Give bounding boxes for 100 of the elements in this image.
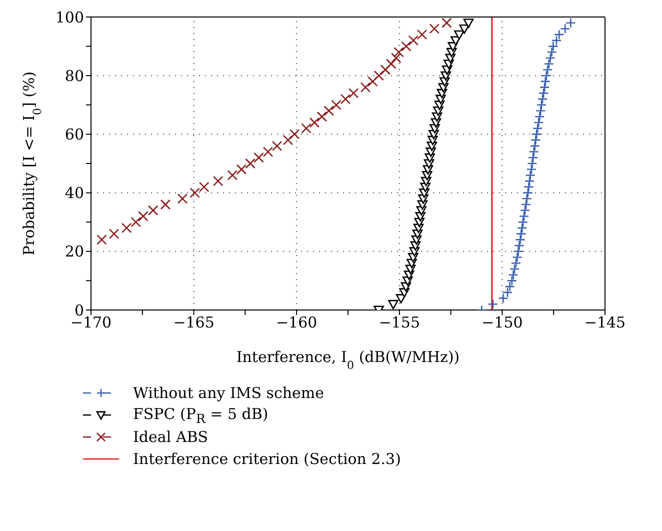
point — [316, 111, 328, 122]
y-tick-label: 60 — [64, 126, 84, 144]
point — [524, 176, 535, 186]
point — [560, 24, 570, 34]
point — [198, 182, 210, 192]
point — [386, 58, 396, 70]
point — [539, 82, 550, 92]
point — [148, 205, 158, 216]
point — [551, 35, 562, 46]
point — [96, 234, 107, 245]
point — [450, 36, 461, 46]
point — [518, 216, 528, 228]
point — [190, 188, 200, 198]
point — [538, 88, 549, 98]
point — [513, 246, 524, 257]
point — [516, 228, 526, 239]
point — [524, 182, 534, 192]
point — [533, 117, 544, 128]
point — [546, 47, 557, 58]
point — [380, 64, 391, 75]
point — [348, 88, 359, 98]
point — [236, 164, 247, 175]
point — [227, 170, 238, 180]
point — [544, 58, 554, 70]
point — [138, 211, 148, 222]
point — [282, 134, 294, 146]
point — [542, 64, 553, 75]
point — [454, 30, 464, 40]
point — [515, 234, 526, 245]
point — [160, 199, 171, 210]
point — [522, 188, 534, 198]
point — [301, 123, 312, 134]
point — [514, 240, 524, 251]
point — [566, 18, 576, 28]
point — [530, 140, 540, 152]
point — [262, 146, 274, 157]
point — [360, 82, 371, 92]
point — [340, 94, 351, 104]
point — [554, 29, 564, 40]
point — [374, 70, 384, 81]
point — [541, 70, 552, 81]
point — [289, 129, 300, 140]
point — [390, 52, 402, 64]
point — [442, 18, 452, 28]
point — [212, 176, 224, 186]
point — [540, 76, 551, 87]
point — [536, 100, 547, 110]
legend-label: FSPC (P$_{R}$ = 5 dB) — [133, 404, 268, 426]
point — [545, 52, 556, 64]
point — [534, 111, 545, 122]
point — [324, 106, 334, 116]
point — [309, 117, 320, 128]
point — [508, 270, 518, 280]
point — [408, 35, 419, 46]
point — [527, 158, 538, 169]
point — [254, 152, 264, 163]
point — [177, 194, 188, 204]
point — [528, 146, 540, 157]
point — [108, 228, 120, 239]
point — [520, 205, 530, 216]
point — [504, 281, 515, 292]
point — [522, 194, 532, 204]
point — [272, 140, 282, 152]
point — [537, 94, 548, 104]
point — [526, 164, 537, 175]
point — [518, 211, 530, 222]
legend-label: Without any IMS scheme — [133, 384, 324, 402]
point — [512, 252, 522, 262]
point — [388, 300, 398, 310]
point — [528, 152, 538, 163]
point — [368, 76, 378, 87]
y-tick-label: 100 — [55, 8, 84, 26]
point — [463, 18, 474, 28]
y-tick-label: 80 — [64, 66, 84, 85]
y-tick-label: 0 — [74, 301, 84, 320]
point — [498, 293, 508, 304]
x-tick-label: −165 — [173, 314, 214, 332]
legend-label: Interference criterion (Section 2.3) — [133, 450, 401, 468]
point — [121, 222, 132, 234]
point — [394, 47, 404, 58]
point — [401, 41, 412, 52]
point — [509, 264, 520, 274]
point — [532, 123, 543, 134]
point — [531, 129, 542, 140]
x-tick-label: −155 — [378, 314, 420, 332]
point — [429, 24, 440, 34]
point — [530, 134, 541, 146]
x-tick-label: −145 — [584, 314, 626, 332]
x-tick-label: −150 — [482, 314, 523, 332]
point — [130, 216, 141, 228]
point — [525, 170, 536, 180]
point — [488, 298, 498, 310]
point — [506, 276, 518, 286]
x-tick-label: −160 — [276, 314, 318, 332]
point — [535, 106, 546, 116]
point — [520, 199, 532, 210]
point — [548, 41, 558, 52]
point — [516, 222, 528, 234]
x-axis-title: Interference, I$_{0}$ (dB(W/MHz)) — [236, 348, 460, 372]
point — [245, 158, 256, 169]
